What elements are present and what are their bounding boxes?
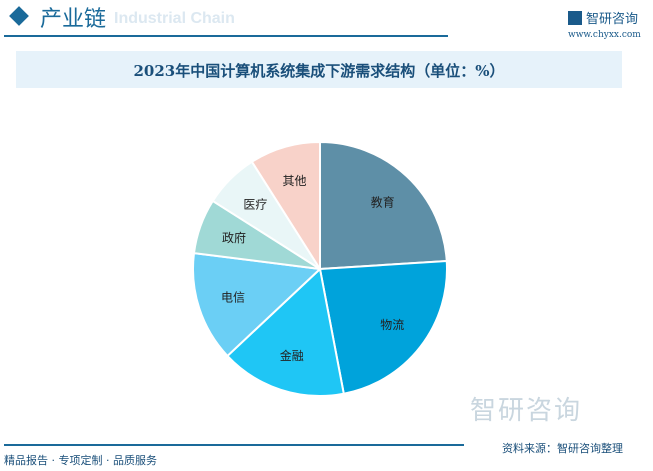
slice-label: 金融 [280, 348, 304, 363]
slice-label: 物流 [380, 318, 404, 332]
slice-label: 其他 [282, 174, 306, 188]
section-subtitle: Industrial Chain [114, 10, 235, 27]
pie-slice-6 [250, 140, 321, 273]
header-divider [4, 35, 448, 37]
logo-icon [568, 11, 582, 25]
slice-label: 教育 [371, 194, 395, 209]
brand-url: www.chyxx.com [568, 30, 641, 40]
pie-slice-3 [192, 251, 323, 358]
footer-tagline: 精品报告 · 专项定制 · 品质服务 [4, 454, 157, 467]
chart-title: 2023年中国计算机系统集成下游需求结构（单位：%） [133, 62, 505, 80]
pie-slice-1 [318, 259, 448, 395]
brand-name: 智研咨询 [586, 12, 639, 27]
slice-label: 政府 [222, 230, 246, 245]
pie-slice-2 [226, 267, 345, 397]
source-note: 资料来源：智研咨询整理 [502, 442, 623, 455]
watermark: 智研咨询 [470, 396, 583, 426]
slice-label: 电信 [221, 290, 245, 304]
footer-divider [4, 444, 464, 446]
pie-slice-0 [319, 140, 448, 271]
section-title: 产业链 [40, 7, 107, 32]
title-bar: 2023年中国计算机系统集成下游需求结构（单位：%） [16, 51, 622, 88]
slice-label: 医疗 [243, 197, 267, 211]
brand-logo: 智研咨询 [568, 8, 638, 27]
